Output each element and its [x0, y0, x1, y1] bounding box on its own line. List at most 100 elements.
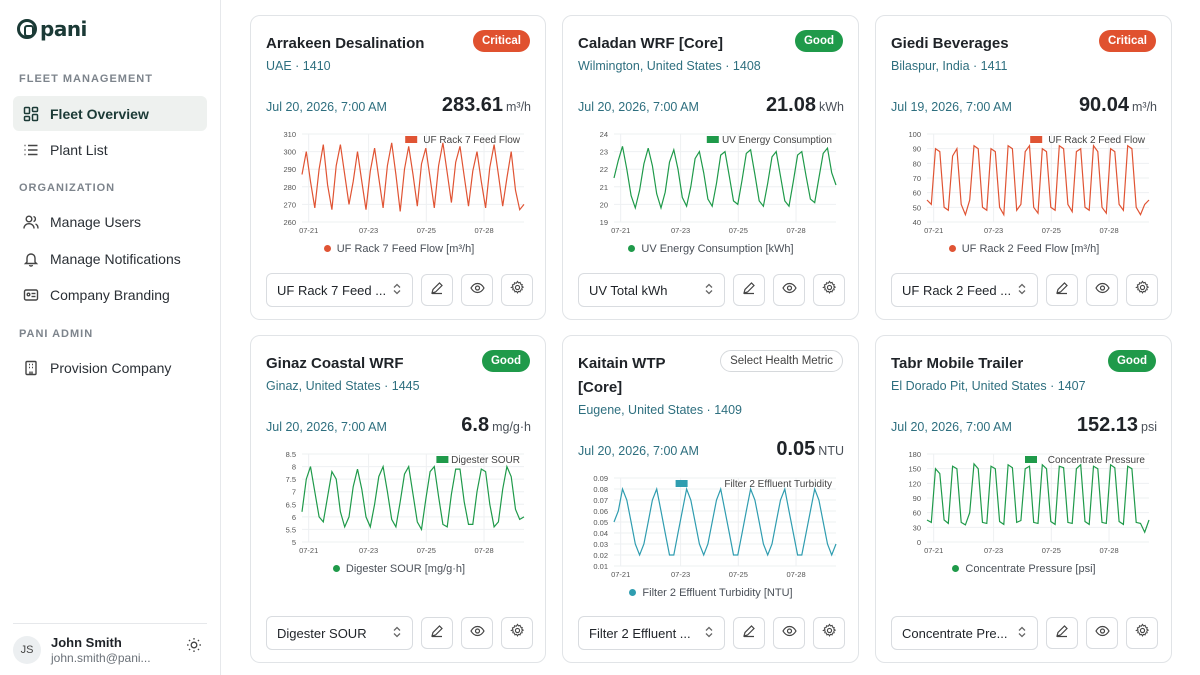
settings-button[interactable]	[501, 274, 533, 306]
plant-title[interactable]: Arrakeen Desalination	[266, 35, 425, 52]
metric-chart: 0 30 60 90 120 150 180 07-21 07-23 07-25 07-28 Conc…	[891, 448, 1157, 586]
settings-button[interactable]	[1126, 274, 1158, 306]
metric-select[interactable]: UF Rack 2 Feed ...	[891, 273, 1038, 307]
edit-button[interactable]	[1046, 617, 1078, 649]
plant-title[interactable]: Tabr Mobile Trailer	[891, 355, 1024, 372]
y-tick-label: 270	[283, 200, 296, 209]
x-tick-label: 07-25	[417, 546, 436, 555]
y-tick-label: 290	[283, 165, 296, 174]
plant-location: Wilmington, United States · 1408	[578, 59, 761, 73]
plant-card[interactable]: Kaitain WTP [Core] Select Health Metric Eu…	[562, 335, 859, 663]
chart-legend-inner: UF Rack 7 Feed Flow	[405, 135, 521, 146]
settings-button[interactable]	[813, 617, 845, 649]
gear-icon	[821, 280, 837, 300]
metric-select[interactable]: Digester SOUR	[266, 616, 413, 650]
metric-value-number: 283.61	[441, 94, 503, 116]
chart-axis-legend: UF Rack 7 Feed Flow [m³/h]	[266, 243, 532, 255]
pencil-icon	[1055, 281, 1069, 300]
settings-button[interactable]	[501, 617, 533, 649]
view-button[interactable]	[1086, 617, 1118, 649]
legend-text: UF Rack 2 Feed Flow [m³/h]	[961, 243, 1100, 255]
sidebar-item-manage-users[interactable]: Manage Users	[13, 204, 207, 239]
gear-icon	[509, 280, 525, 300]
metric-select[interactable]: UV Total kWh	[578, 273, 725, 307]
plant-location: Bilaspur, India · 1411	[891, 59, 1008, 73]
metric-select[interactable]: Filter 2 Effluent ...	[578, 616, 725, 650]
theme-toggle-button[interactable]	[185, 637, 203, 656]
plant-card[interactable]: Ginaz Coastal WRF Good Ginaz, United State…	[250, 335, 546, 663]
x-tick-label: 07-23	[984, 226, 1003, 235]
view-button[interactable]	[461, 274, 493, 306]
metric-select[interactable]: Concentrate Pre...	[891, 616, 1038, 650]
metric-chart: 0.01 0.02 0.03 0.04 0.05 0.06 0.07 0.08 0.09 07-2…	[578, 472, 844, 610]
y-tick-label: 300	[283, 148, 296, 157]
series-line	[301, 464, 525, 532]
plant-title[interactable]: Giedi Beverages	[891, 35, 1009, 52]
pencil-icon	[430, 624, 444, 643]
plant-card[interactable]: Caladan WRF [Core] Good Wilmington, United…	[562, 15, 859, 320]
metric-unit: kWh	[819, 100, 844, 114]
legend-text: Filter 2 Effluent Turbidity [NTU]	[642, 587, 793, 599]
plant-card[interactable]: Tabr Mobile Trailer Good El Dorado Pit, Un…	[875, 335, 1172, 663]
y-tick-label: 7.5	[286, 475, 296, 484]
view-button[interactable]	[461, 617, 493, 649]
chart-legend-inner: UV Energy Consumption	[706, 135, 832, 146]
metric-value: 6.8 mg/g·h	[461, 414, 531, 437]
plant-card[interactable]: Arrakeen Desalination Critical UAE · 1410 J…	[250, 15, 546, 320]
view-button[interactable]	[773, 617, 805, 649]
legend-dot	[323, 245, 331, 252]
y-tick-label: 6.5	[286, 500, 296, 509]
metric-select-value: Filter 2 Effluent ...	[589, 625, 691, 641]
line-chart-svg: 0.01 0.02 0.03 0.04 0.05 0.06 0.07 0.08 0.09 07-2…	[593, 474, 837, 579]
y-tick-label: 7	[292, 488, 296, 497]
metric-select[interactable]: UF Rack 7 Feed ...	[266, 273, 413, 307]
line-chart-svg: 19 20 21 22 23 24 07-21 07-23 07-25 07-28 UV Energ…	[600, 130, 837, 235]
y-tick-label: 0.01	[593, 562, 608, 571]
view-button[interactable]	[773, 274, 805, 306]
sidebar-item-provision-company[interactable]: Provision Company	[13, 350, 207, 385]
y-tick-label: 8.5	[286, 450, 296, 459]
plant-location: Eugene, United States · 1409	[578, 403, 743, 417]
sidebar-item-company-branding[interactable]: Company Branding	[13, 277, 207, 312]
plant-title[interactable]: Caladan WRF [Core]	[578, 35, 724, 52]
legend-text: UF Rack 7 Feed Flow [m³/h]	[336, 243, 475, 255]
plant-title[interactable]: Ginaz Coastal WRF	[266, 355, 404, 372]
chart-axis-legend: UF Rack 2 Feed Flow [m³/h]	[891, 243, 1157, 255]
status-badge: Good	[794, 30, 843, 52]
sidebar-item-manage-notifications[interactable]: Manage Notifications	[13, 241, 207, 276]
edit-button[interactable]	[1046, 274, 1078, 306]
sidebar-item-label: Fleet Overview	[50, 105, 149, 122]
plant-card[interactable]: Giedi Beverages Critical Bilaspur, India ·…	[875, 15, 1172, 320]
bell-icon	[23, 251, 39, 267]
settings-button[interactable]	[813, 274, 845, 306]
edit-button[interactable]	[421, 617, 453, 649]
select-health-metric-button[interactable]: Select Health Metric	[720, 350, 843, 372]
user-email: john.smith@pani...	[51, 650, 151, 665]
chevron-up-down-icon	[392, 283, 402, 298]
edit-button[interactable]	[733, 274, 765, 306]
view-button[interactable]	[1086, 274, 1118, 306]
logo[interactable]: pani	[17, 17, 87, 41]
y-tick-label: 0.09	[593, 474, 608, 483]
edit-button[interactable]	[733, 617, 765, 649]
y-tick-label: 8	[292, 463, 296, 472]
y-tick-label: 80	[913, 159, 921, 168]
metric-unit: m³/h	[1132, 100, 1157, 114]
status-badge: Critical	[473, 30, 530, 52]
user-profile[interactable]: JS John Smith john.smith@pani...	[13, 623, 207, 671]
legend-label: Concentrate Pressure	[1048, 455, 1146, 466]
metric-value-number: 152.13	[1076, 414, 1139, 436]
legend-swatch	[436, 456, 449, 463]
metric-value: 283.61 m³/h	[442, 94, 531, 117]
status-badge: Good	[481, 350, 530, 372]
sidebar-item-fleet-overview[interactable]: Fleet Overview	[13, 96, 207, 131]
x-tick-label: 07-23	[671, 570, 690, 579]
edit-button[interactable]	[421, 274, 453, 306]
settings-button[interactable]	[1126, 617, 1158, 649]
y-tick-label: 0.07	[593, 496, 608, 505]
y-tick-label: 0.06	[593, 507, 608, 516]
plant-title[interactable]: Kaitain WTP [Core]	[578, 355, 666, 396]
metric-value-number: 0.05	[776, 438, 816, 460]
chart-legend-inner: Concentrate Pressure	[1025, 455, 1145, 466]
sidebar-item-plant-list[interactable]: Plant List	[13, 132, 207, 167]
